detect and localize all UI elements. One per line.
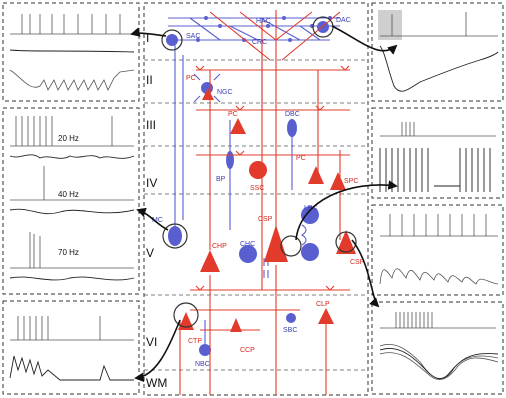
layer-label-ii: II — [146, 73, 153, 87]
csp-right-soma — [336, 230, 356, 254]
spc-soma — [330, 172, 346, 190]
left-panel-3 — [2, 300, 140, 395]
cell-label-crc: CRC — [252, 39, 267, 46]
pc-top-soma — [202, 88, 214, 100]
right-panel-1 — [371, 2, 504, 102]
freq-label-70hz: 70 Hz — [58, 248, 79, 257]
bp-soma — [226, 151, 234, 169]
cell-label-pc-mid: PC — [228, 111, 238, 118]
cell-label-csp-right: CSP — [350, 259, 365, 266]
right-panel-1-stim-shade — [378, 10, 402, 40]
clp-soma — [318, 308, 334, 324]
excitatory-network — [178, 10, 356, 395]
cell-label-spc: SPC — [344, 178, 358, 185]
right-panel-3 — [371, 204, 504, 296]
cell-label-pc-top: PC — [186, 75, 196, 82]
inhibitory-network — [166, 16, 340, 356]
cell-label-dac: DAC — [336, 17, 351, 24]
chp-soma — [200, 250, 220, 272]
cell-label-ssc: SSC — [250, 185, 264, 192]
cell-label-ccp: CCP — [240, 347, 255, 354]
csp-mid-soma — [264, 225, 288, 262]
cell-label-dbc: DBC — [285, 111, 300, 118]
left-trace-panels: 20 Hz 40 Hz 70 Hz — [2, 2, 140, 395]
lbc-soma-2 — [301, 243, 319, 261]
cell-label-nbc: NBC — [195, 361, 210, 368]
mc-soma — [168, 226, 182, 246]
layer-label-i: I — [146, 31, 149, 45]
sac-soma — [166, 34, 178, 46]
sbc-soma — [286, 313, 296, 323]
layer-label-vi: VI — [146, 335, 157, 349]
pc-right-soma — [308, 166, 324, 184]
cell-label-clp: CLP — [316, 301, 330, 308]
cell-label-ngc: NGC — [217, 89, 233, 96]
layer-label-iv: IV — [146, 176, 157, 190]
cell-label-mc: MC — [152, 217, 163, 224]
cell-label-chp: CHP — [212, 243, 227, 250]
cell-label-pc-right: PC — [296, 155, 306, 162]
chc-soma — [239, 245, 257, 263]
cell-label-sac: SAC — [186, 33, 200, 40]
layer-label-v: V — [146, 246, 154, 260]
cell-label-ctp: CTP — [188, 338, 202, 345]
central-circuit-panel: I II III IV V VI WM — [143, 2, 369, 396]
lbc-soma — [301, 206, 319, 224]
ssc-soma — [249, 161, 267, 179]
cell-label-sbc: SBC — [283, 327, 297, 334]
layer-label-iii: III — [146, 118, 156, 132]
layer-label-wm: WM — [146, 376, 167, 390]
left-panel-1 — [2, 2, 140, 102]
right-panel-4 — [371, 301, 504, 395]
cell-label-bp: BP — [216, 176, 226, 183]
right-trace-panels — [371, 2, 504, 395]
recorded-cell-markers — [161, 16, 357, 328]
right-panel-2 — [371, 107, 504, 199]
ctp-soma — [178, 312, 194, 330]
freq-label-20hz: 20 Hz — [58, 134, 79, 143]
dbc-soma — [287, 119, 297, 137]
freq-label-40hz: 40 Hz — [58, 190, 79, 199]
ccp-soma — [230, 318, 242, 332]
pc-mid-soma — [230, 118, 246, 134]
nbc-soma — [199, 344, 211, 356]
central-panel-frame — [143, 2, 369, 396]
cell-label-hac: HAC — [256, 18, 271, 25]
cell-label-csp-mid: CSP — [258, 216, 273, 223]
recording-arrows — [130, 25, 398, 383]
cell-label-chc: CHC — [240, 241, 255, 248]
